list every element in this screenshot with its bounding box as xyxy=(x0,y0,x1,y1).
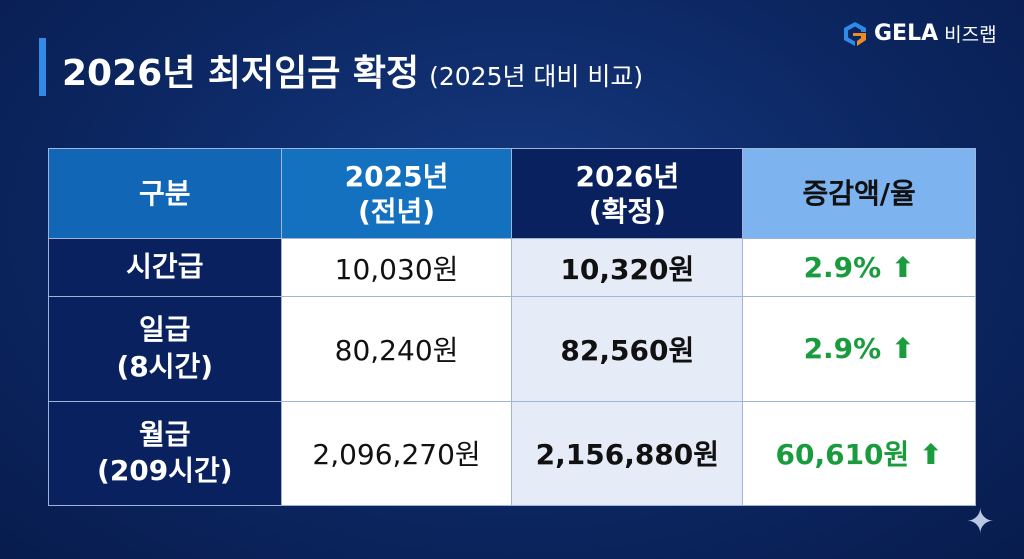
value-change: 2.9% ⬆ xyxy=(742,237,976,298)
row-label: 일급 (8시간) xyxy=(48,296,282,402)
arrow-up-icon: ⬆ xyxy=(891,332,915,366)
header-2026: 2026년 (확정) xyxy=(511,148,744,239)
value-change: 2.9% ⬆ xyxy=(742,296,976,402)
logo-suffix: 비즈랩 xyxy=(944,24,997,46)
header-2025: 2025년 (전년) xyxy=(280,148,513,239)
row-label: 월급 (209시간) xyxy=(48,400,282,507)
arrow-up-icon: ⬆ xyxy=(919,438,943,472)
value-2026: 2,156,880원 xyxy=(511,400,744,507)
value-2025: 2,096,270원 xyxy=(280,400,513,507)
value-2025: 10,030원 xyxy=(280,237,513,298)
page-title: 2026년 최저임금 확정 (2025년 대비 비교) xyxy=(62,44,643,96)
header-category: 구분 xyxy=(48,148,282,239)
table-row: 일급 (8시간) 80,240원 82,560원 2.9% ⬆ xyxy=(48,296,976,402)
title-subtitle: (2025년 대비 비교) xyxy=(429,62,644,91)
title-accent-bar xyxy=(39,38,46,96)
sparkle-icon: ✦ xyxy=(966,502,995,542)
logo-brand: GELA xyxy=(874,21,939,46)
value-2026: 10,320원 xyxy=(511,237,744,298)
row-label: 시간급 xyxy=(48,237,282,298)
arrow-up-icon: ⬆ xyxy=(891,251,915,285)
value-2026: 82,560원 xyxy=(511,296,744,402)
title-main: 2026년 최저임금 확정 xyxy=(62,53,420,94)
value-change: 60,610원 ⬆ xyxy=(742,400,976,507)
table-header-row: 구분 2025년 (전년) 2026년 (확정) 증감액/율 xyxy=(48,148,976,239)
brand-logo: GELA 비즈랩 xyxy=(842,20,997,47)
wage-comparison-table: 구분 2025년 (전년) 2026년 (확정) 증감액/율 시간급 10,030원… xyxy=(48,148,976,507)
header-change: 증감액/율 xyxy=(742,148,976,239)
table-row: 시간급 10,030원 10,320원 2.9% ⬆ xyxy=(48,237,976,298)
logo-icon xyxy=(844,21,866,46)
table-row: 월급 (209시간) 2,096,270원 2,156,880원 60,610원 ⬆ xyxy=(48,400,976,507)
value-2025: 80,240원 xyxy=(280,296,513,402)
